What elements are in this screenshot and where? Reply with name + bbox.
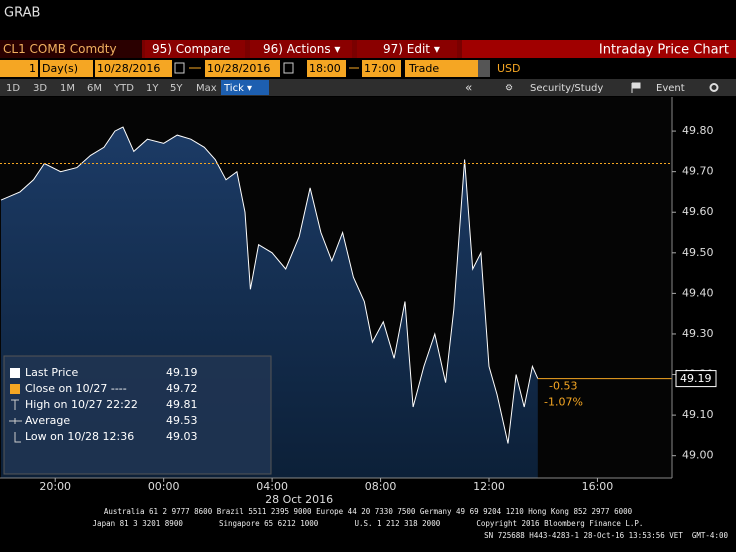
- legend-label: Close on 10/27 ----: [25, 382, 127, 395]
- footer-line: Australia 61 2 9777 8600 Brazil 5511 239…: [104, 507, 633, 516]
- input-value: Day(s): [42, 62, 78, 75]
- legend-icon: [11, 399, 19, 410]
- range-button[interactable]: YTD: [113, 83, 134, 94]
- date-label: 28 Oct 2016: [265, 493, 333, 506]
- flag-icon: [631, 82, 641, 93]
- price-line: [0, 126, 539, 444]
- title-bar: [462, 40, 736, 58]
- y-tick-label: 49.30: [682, 327, 714, 340]
- security: CL1 COMB Comdty: [3, 42, 117, 56]
- range-bar: [0, 79, 736, 96]
- legend: [3, 355, 272, 475]
- screen-title: Intraday Price Chart: [599, 43, 729, 58]
- y-tick-label: 49.80: [682, 124, 714, 137]
- y-tick-label: 49.10: [682, 408, 714, 421]
- range-button[interactable]: 1M: [60, 83, 75, 94]
- x-tick-label: 00:00: [148, 480, 180, 493]
- range-button[interactable]: Tick ▾: [223, 83, 252, 94]
- input-value: 1: [29, 62, 36, 75]
- legend-value: 49.53: [166, 414, 198, 427]
- legend-value: 49.03: [166, 430, 198, 443]
- y-tick-label: 49.60: [682, 205, 714, 218]
- x-tick-label: 16:00: [582, 480, 614, 493]
- tool-button[interactable]: Security/Study: [530, 83, 603, 94]
- x-tick-label: 12:00: [473, 480, 505, 493]
- last-price-label: 49.19: [680, 372, 712, 385]
- input[interactable]: [205, 60, 280, 77]
- range-button[interactable]: 5Y: [170, 83, 183, 94]
- input[interactable]: [95, 60, 172, 77]
- study-icon: ⚙: [505, 84, 513, 94]
- button[interactable]: [357, 40, 457, 58]
- change-pct-label: -1.07%: [544, 396, 583, 409]
- input-value: Trade: [408, 62, 439, 75]
- currency: USD: [497, 62, 521, 75]
- legend-icon: [10, 384, 20, 394]
- range-button[interactable]: 6M: [87, 83, 102, 94]
- range-button[interactable]: 1Y: [146, 83, 159, 94]
- y-tick-label: 49.40: [682, 286, 714, 299]
- legend-icon: [10, 368, 20, 378]
- input-value: 10/28/2016: [207, 62, 270, 75]
- calendar-icon[interactable]: [174, 62, 185, 74]
- dropdown[interactable]: [405, 60, 490, 77]
- input-value: 17:00: [364, 62, 396, 75]
- legend-value: 49.72: [166, 382, 198, 395]
- change-label: -0.53: [549, 380, 577, 393]
- button-label: 95) Compare: [152, 42, 230, 56]
- tool-button[interactable]: Event: [656, 83, 685, 94]
- settings-icon[interactable]: [709, 83, 719, 92]
- input-value: 18:00: [309, 62, 341, 75]
- button[interactable]: [250, 40, 352, 58]
- legend-value: 49.81: [166, 398, 198, 411]
- x-tick-label: 08:00: [365, 480, 397, 493]
- y-tick-label: 49.00: [682, 449, 714, 462]
- y-tick-label: 49.70: [682, 165, 714, 178]
- legend-label: Average: [25, 414, 70, 427]
- input[interactable]: [40, 60, 93, 77]
- range-buttons: 1D 3D 1M 6M YTD 1Y 5Y Max Tick ▾: [6, 80, 269, 95]
- input[interactable]: [362, 60, 401, 77]
- button[interactable]: [145, 40, 245, 58]
- window-title: GRAB: [4, 6, 40, 21]
- range-button[interactable]: 3D: [33, 83, 47, 94]
- legend-icon: [14, 432, 21, 443]
- tool-button[interactable]: «: [465, 81, 472, 95]
- legend-label: High on 10/27 22:22: [25, 398, 138, 411]
- y-tick-label: 49.50: [682, 246, 714, 259]
- legend-label: Low on 10/28 12:36: [25, 430, 134, 443]
- input[interactable]: [307, 60, 346, 77]
- range-button-active[interactable]: [221, 80, 269, 95]
- dropdown-arrow[interactable]: [478, 60, 490, 77]
- legend-label: Last Price: [25, 366, 78, 379]
- calendar-icon[interactable]: [283, 62, 294, 74]
- button-label: 96) Actions ▾: [263, 42, 340, 56]
- security-field[interactable]: [0, 40, 142, 58]
- x-tick-label: 04:00: [256, 480, 288, 493]
- footer-line: SN 725688 H443-4283-1 28-Oct-16 13:53:56…: [484, 531, 728, 540]
- input[interactable]: [0, 60, 38, 77]
- last-price-box: [675, 370, 717, 388]
- input-value: 10/28/2016: [97, 62, 160, 75]
- chart: -0.53-1.07%49.0049.1049.2049.3049.4049.5…: [0, 97, 717, 506]
- range-button[interactable]: Max: [196, 83, 217, 94]
- x-tick-label: 20:00: [39, 480, 71, 493]
- legend-icon: [9, 418, 22, 424]
- button-label: 97) Edit ▾: [383, 42, 440, 56]
- legend-value: 49.19: [166, 366, 198, 379]
- range-button[interactable]: 1D: [6, 83, 20, 94]
- footer-line: Japan 81 3 3201 8900 Singapore 65 6212 1…: [93, 519, 644, 528]
